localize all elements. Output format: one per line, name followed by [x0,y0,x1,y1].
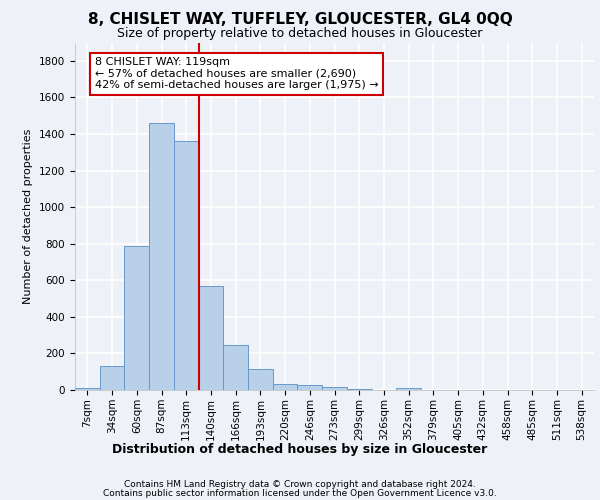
Text: 8, CHISLET WAY, TUFFLEY, GLOUCESTER, GL4 0QQ: 8, CHISLET WAY, TUFFLEY, GLOUCESTER, GL4… [88,12,512,28]
Bar [273,384,298,390]
Y-axis label: Number of detached properties: Number of detached properties [23,128,34,304]
Text: 8 CHISLET WAY: 119sqm
← 57% of detached houses are smaller (2,690)
42% of semi-d: 8 CHISLET WAY: 119sqm ← 57% of detached … [95,57,379,90]
Bar [124,246,149,390]
Bar [174,142,199,390]
Bar [248,369,273,390]
Bar [322,388,347,390]
Bar [347,389,371,390]
Bar [199,286,223,390]
Text: Size of property relative to detached houses in Gloucester: Size of property relative to detached ho… [118,28,482,40]
Text: Contains public sector information licensed under the Open Government Licence v3: Contains public sector information licen… [103,490,497,498]
Bar [298,386,322,390]
Bar [149,123,174,390]
Text: Contains HM Land Registry data © Crown copyright and database right 2024.: Contains HM Land Registry data © Crown c… [124,480,476,489]
Bar [100,366,124,390]
Bar [396,388,421,390]
Bar [75,388,100,390]
Bar [223,345,248,390]
Text: Distribution of detached houses by size in Gloucester: Distribution of detached houses by size … [112,442,488,456]
